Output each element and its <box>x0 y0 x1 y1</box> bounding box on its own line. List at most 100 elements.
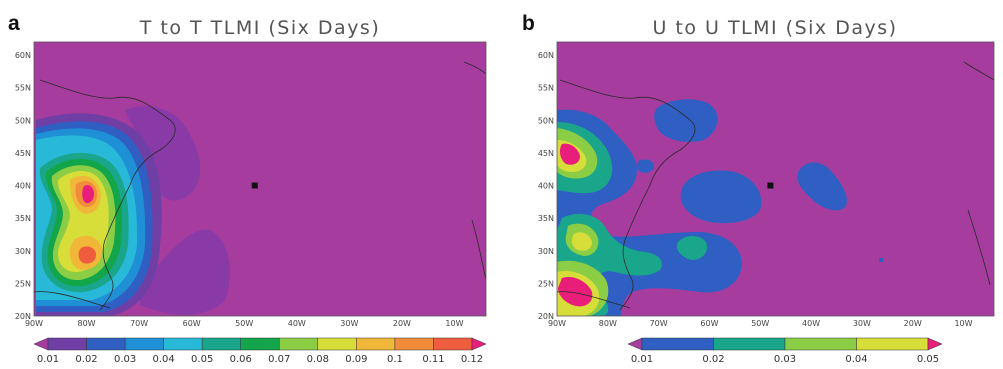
x-tick-label: 20W <box>904 319 922 328</box>
y-tick-label: 40N <box>15 182 31 191</box>
colorbar-label: 0.01 <box>37 354 59 365</box>
colorbar-segment <box>279 337 319 351</box>
y-tick-label: 25N <box>15 279 31 288</box>
panel-b-x-ticks: 90W 80W 70W 60W 50W 40W 30W 20W 10W <box>548 319 973 328</box>
panel-b-map <box>557 42 994 316</box>
colorbar-label: 0.03 <box>774 354 796 365</box>
colorbar-extend-high <box>927 337 943 351</box>
y-tick-label: 30N <box>538 247 554 256</box>
panel-b-frame <box>556 41 995 317</box>
panel-a-y-ticks: 20N 25N 30N 35N 40N 45N 50N 55N 60N <box>15 51 31 321</box>
panel-b-coastline-greenland <box>963 61 994 81</box>
colorbar-extend-high <box>471 337 487 351</box>
panel-a-contour-level-1b <box>140 229 230 315</box>
panel-a-x-ticks: 90W 80W 70W 60W 50W 40W 30W 20W 10W <box>25 319 464 328</box>
y-tick-label: 60N <box>538 51 554 60</box>
panel-b-coastline-gulf <box>557 291 631 309</box>
colorbar-segment <box>394 337 434 351</box>
colorbar-segment <box>317 337 357 351</box>
x-tick-label: 90W <box>548 319 566 328</box>
panel-a-coastline <box>39 79 176 311</box>
x-tick-label: 20W <box>393 319 411 328</box>
colorbar-label: 0.08 <box>307 354 329 365</box>
panel-a-letter: a <box>8 12 20 35</box>
x-tick-label: 40W <box>802 319 820 328</box>
y-tick-label: 45N <box>15 149 31 158</box>
panel-b-contour-level-1d <box>797 162 847 211</box>
y-tick-label: 50N <box>538 116 554 125</box>
colorbar-segment <box>240 337 280 351</box>
y-tick-label: 45N <box>538 149 554 158</box>
colorbar-segment <box>163 337 203 351</box>
y-tick-label: 40N <box>538 182 554 191</box>
panel-b-contour-level-5 <box>559 143 580 165</box>
panel-b-contour-level-1b <box>654 99 718 142</box>
y-tick-label: 30N <box>15 247 31 256</box>
panel-a-map <box>34 42 486 316</box>
x-tick-label: 10W <box>954 319 972 328</box>
colorbar-label: 0.09 <box>345 354 367 365</box>
panel-b-contour-level-1e <box>636 159 655 173</box>
panel-b-contour-level-5b <box>558 276 593 307</box>
colorbar-label: 0.05 <box>917 354 939 365</box>
colorbar-segment <box>86 337 126 351</box>
x-tick-label: 60W <box>700 319 718 328</box>
colorbar-label: 0.03 <box>114 354 136 365</box>
colorbar-label: 0.07 <box>268 354 290 365</box>
colorbar-segment <box>433 337 473 351</box>
colorbar-segment <box>47 337 87 351</box>
panel-a-coastline-gulf <box>34 291 111 309</box>
panel-a: a T to T TLMI (Six Days) <box>8 12 487 328</box>
x-tick-label: 60W <box>183 319 201 328</box>
x-tick-label: 90W <box>25 319 43 328</box>
panel-b-contour-level-4b <box>571 232 592 251</box>
colorbar-label: 0.02 <box>702 354 724 365</box>
colorbar-segment <box>124 337 164 351</box>
y-tick-label: 35N <box>15 214 31 223</box>
colorbar-label: 0.11 <box>422 354 444 365</box>
panel-a-contour-level-12 <box>78 246 96 264</box>
colorbar-label: 0.12 <box>461 354 483 365</box>
colorbar-extend-low <box>627 337 643 351</box>
x-tick-label: 10W <box>445 319 463 328</box>
panel-a-title: T to T TLMI (Six Days) <box>139 17 381 39</box>
colorbar-label: 0.02 <box>75 354 97 365</box>
y-tick-label: 55N <box>538 84 554 93</box>
x-tick-label: 40W <box>288 319 306 328</box>
panel-b-contour-level-1c <box>680 170 762 224</box>
x-tick-label: 70W <box>650 319 668 328</box>
x-tick-label: 50W <box>235 319 253 328</box>
panel-a-coastline-greenland <box>463 61 486 75</box>
panel-a-contour-level-13 <box>82 185 94 204</box>
panel-b-marker <box>767 182 774 189</box>
panel-a-colorbar: 0.01 0.02 0.03 0.04 0.05 0.06 0.07 0.08 0.09 0.1 0… <box>33 337 487 365</box>
colorbar-label: 0.04 <box>153 354 175 365</box>
colorbar-segment <box>856 337 929 351</box>
colorbar-label: 0.01 <box>631 354 653 365</box>
panel-b-colorbar: 0.01 0.02 0.03 0.04 0.05 <box>627 337 943 365</box>
x-tick-label: 30W <box>853 319 871 328</box>
panel-b-title: U to U TLMI (Six Days) <box>652 17 897 39</box>
x-tick-label: 70W <box>130 319 148 328</box>
panel-b-letter: b <box>522 12 535 35</box>
colorbar-label: 0.05 <box>191 354 213 365</box>
colorbar-segment <box>641 337 714 351</box>
x-tick-label: 30W <box>340 319 358 328</box>
panel-b-small-dot <box>879 258 883 262</box>
colorbar-segment <box>201 337 241 351</box>
panel-b-coastline <box>559 79 696 311</box>
y-tick-label: 50N <box>15 116 31 125</box>
x-tick-label: 80W <box>599 319 617 328</box>
y-tick-label: 20N <box>538 312 554 321</box>
panel-a-marker <box>251 182 258 189</box>
panel-b-contour-level-2c <box>676 236 708 260</box>
panel-a-frame <box>33 41 487 317</box>
panel-b-y-ticks: 20N 25N 30N 35N 40N 45N 50N 55N 60N <box>538 51 554 321</box>
y-tick-label: 25N <box>538 279 554 288</box>
colorbar-label: 0.06 <box>230 354 252 365</box>
colorbar-segment <box>713 337 786 351</box>
y-tick-label: 35N <box>538 214 554 223</box>
panel-a-coastline-iberia <box>471 219 486 281</box>
colorbar-label: 0.1 <box>387 354 403 365</box>
